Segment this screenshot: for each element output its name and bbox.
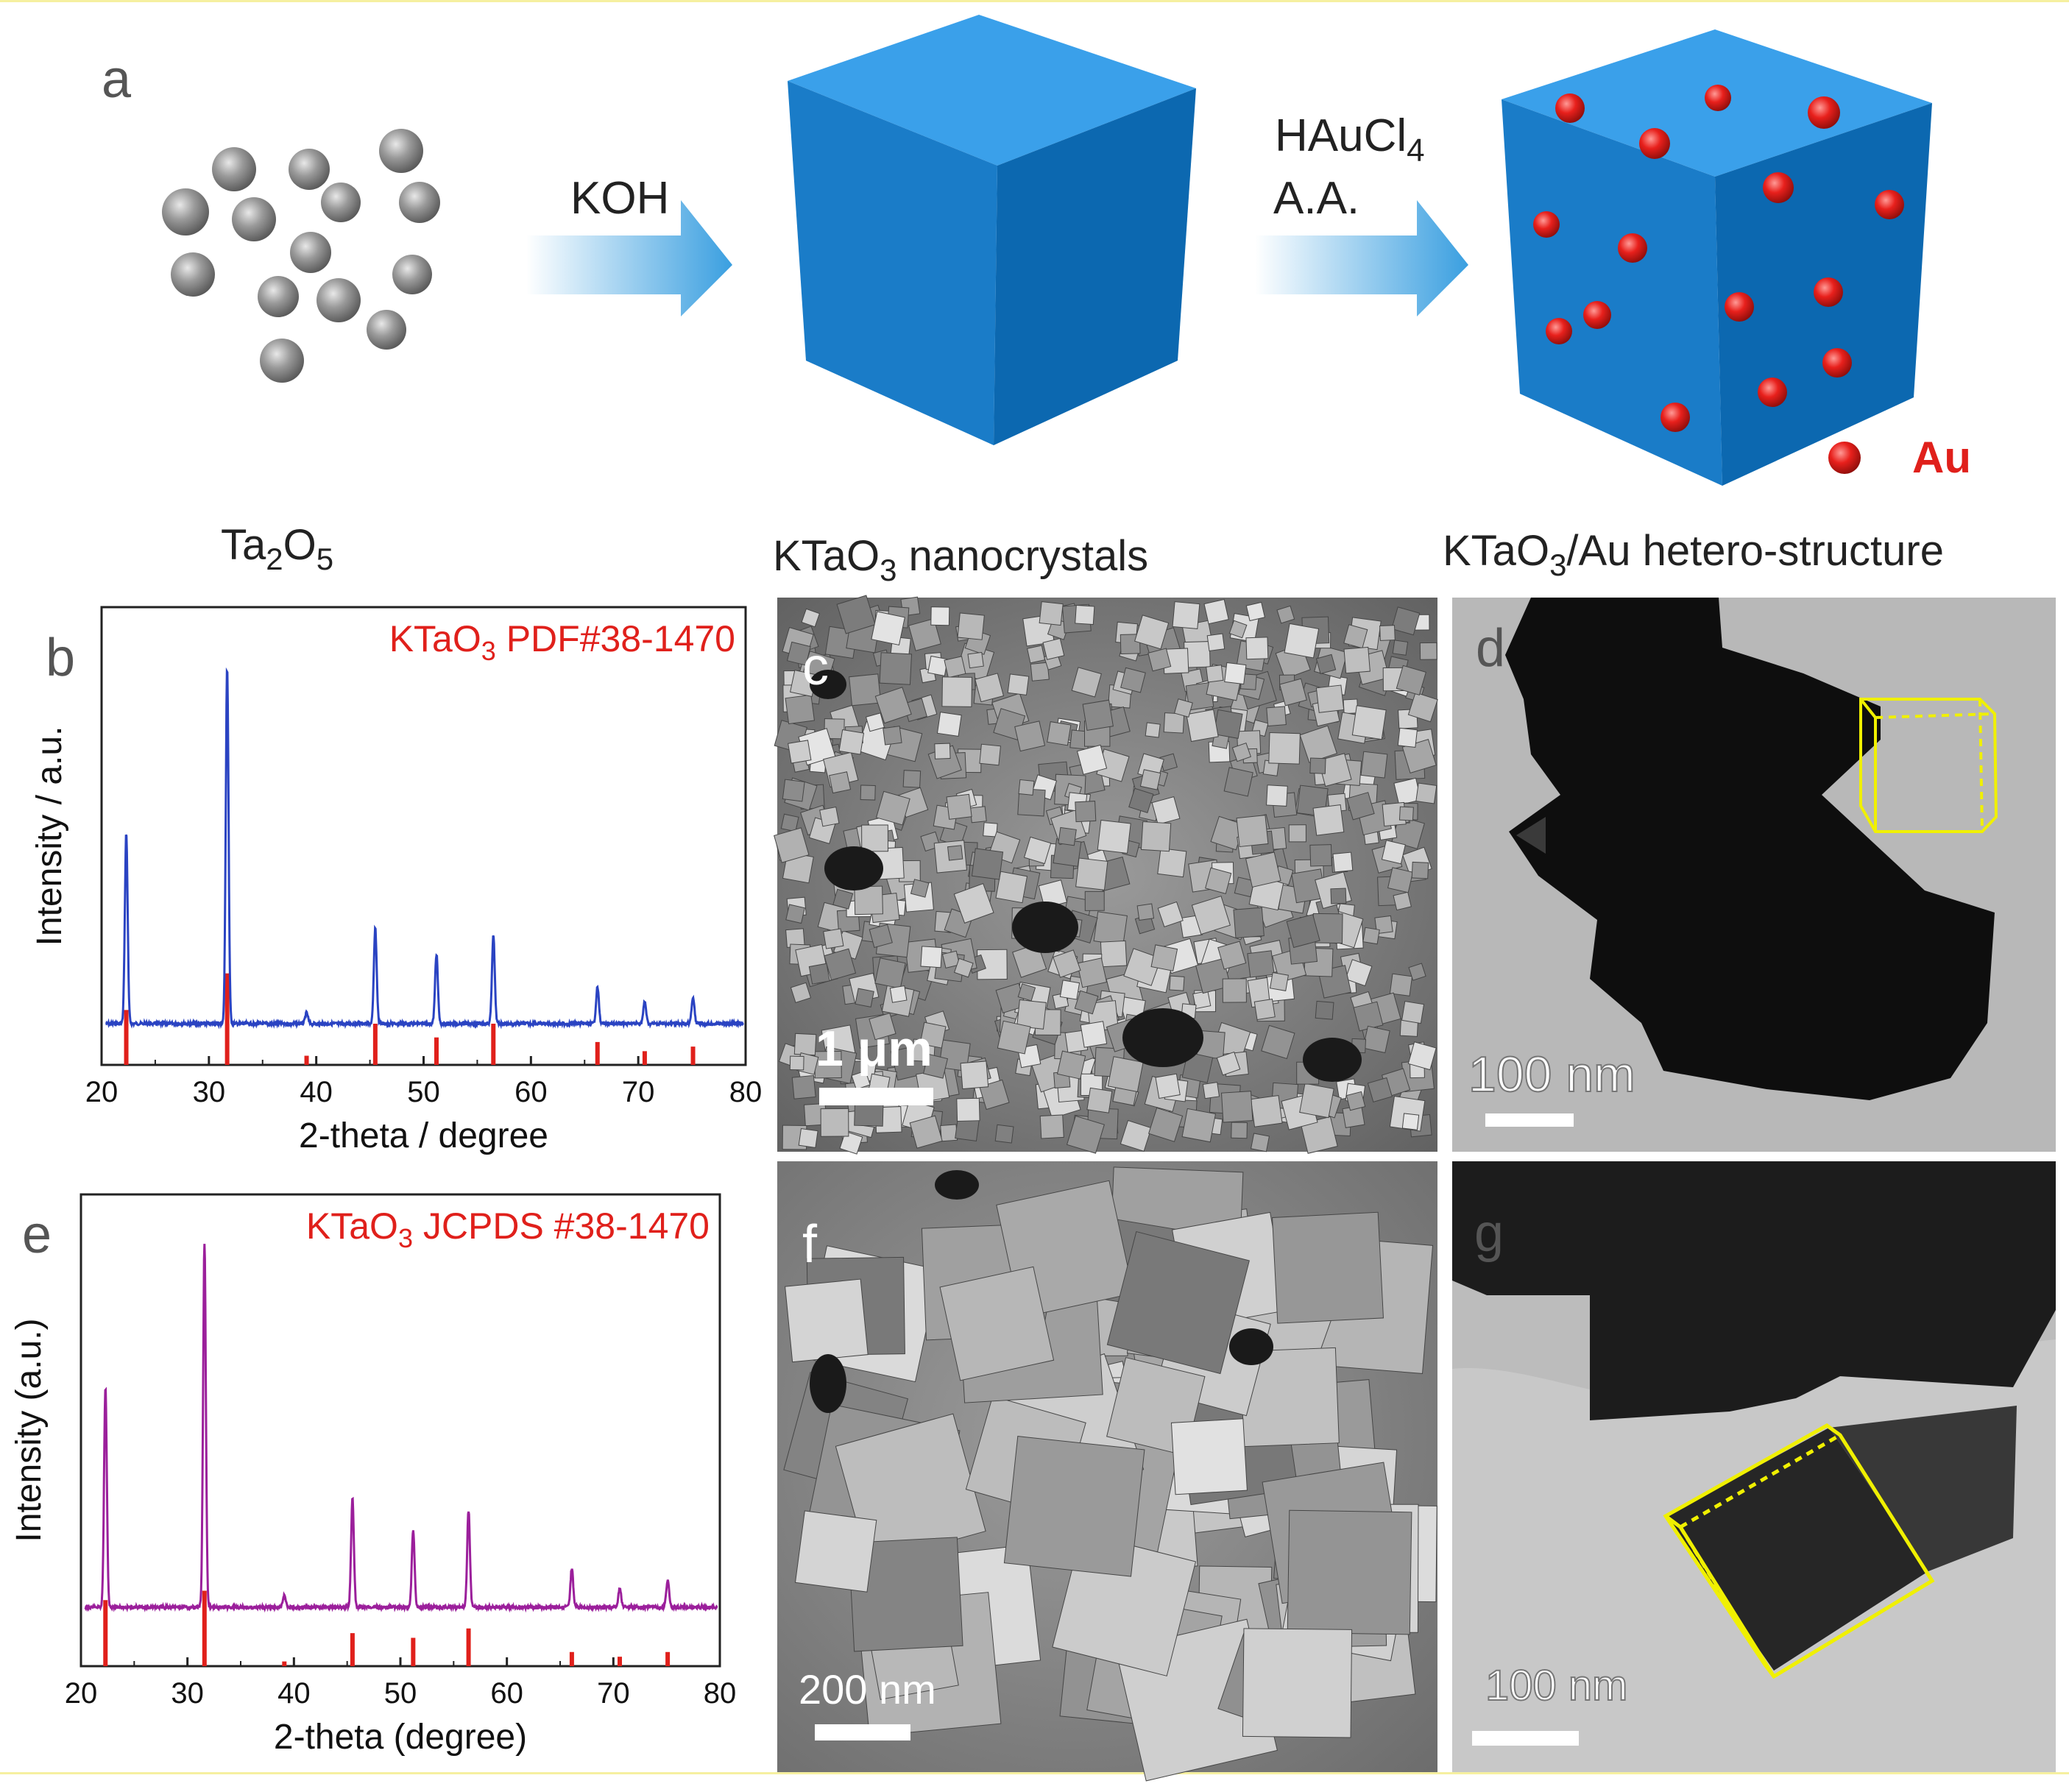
xrd-peak-point: [204, 1243, 205, 1244]
sem-texture-c: [774, 595, 1438, 1155]
panel-label-e: e: [22, 1205, 52, 1264]
caption-hetero-structure: KTaO3/Au hetero-structure: [1443, 527, 1944, 582]
legend-label: KTaO3 PDF#38-1470: [389, 618, 735, 666]
x-tick-label: 30: [193, 1076, 226, 1108]
panel-label-f: f: [802, 1215, 818, 1274]
xrd-peak-point: [597, 986, 598, 988]
x-tick-label: 50: [407, 1076, 440, 1108]
xrd-peak-point: [693, 997, 694, 999]
x-tick-label: 40: [300, 1076, 333, 1108]
ktao3-cube: [788, 15, 1196, 445]
x-tick-label: 40: [277, 1677, 311, 1710]
xrd-peak-point: [667, 1579, 668, 1581]
caption-ktao3-nanocrystals: KTaO3 nanocrystals: [773, 532, 1148, 587]
xrd-peak-point: [227, 667, 228, 669]
xrd-peak-point: [619, 1587, 620, 1589]
caption-ta2o5: Ta2O5: [221, 521, 333, 576]
tem-image-d: d 100 nm: [1452, 598, 2056, 1152]
reagent-koh: KOH: [570, 173, 669, 224]
x-tick-label: 20: [85, 1076, 119, 1108]
panel-label-a: a: [102, 50, 132, 109]
x-tick-label: 50: [384, 1677, 417, 1710]
xrd-peak-point: [412, 1529, 414, 1531]
xrd-peak-point: [105, 1386, 106, 1387]
sem-image-c: c 1 μm: [774, 595, 1438, 1155]
scale-bar-d: [1485, 1113, 1574, 1127]
reagent-aa: A.A.: [1273, 173, 1359, 224]
xrd-pattern-line: [84, 1244, 718, 1613]
panel-label-d: d: [1476, 619, 1505, 678]
scale-label-d: 100 nm: [1468, 1046, 1635, 1102]
xrd-peak-point: [306, 1012, 308, 1013]
panel-label-g: g: [1474, 1204, 1504, 1263]
sem-image-f: f 200 nm: [777, 1161, 1437, 1782]
scale-bar-c: [819, 1088, 933, 1105]
xrd-chart-b: 20 30 40 50 60 70 80 2-theta / degree Intensity …: [30, 606, 763, 1155]
scale-label-g: 100 nm: [1485, 1662, 1627, 1710]
xrd-peak-point: [375, 928, 376, 929]
au-nanoparticles: [1533, 85, 1904, 432]
panel-label-b: b: [46, 628, 75, 687]
x-tick-label: 60: [514, 1076, 548, 1108]
tem-image-g: g 100 nm: [1452, 1161, 2056, 1772]
x-tick-label: 60: [490, 1677, 523, 1710]
scale-label-c: 1 μm: [816, 1021, 933, 1077]
sem-texture-f: [783, 1166, 1437, 1782]
xrd-pattern-line: [105, 667, 744, 1030]
y-axis-label: Intensity (a.u.): [10, 1318, 49, 1542]
au-legend-dot: [1828, 442, 1861, 474]
x-tick-label: 70: [597, 1677, 630, 1710]
ktao3-au-cube: [1502, 29, 1932, 486]
plot-frame: [100, 606, 747, 1066]
x-tick-label: 80: [729, 1076, 763, 1108]
top-border: [0, 0, 2069, 2]
xrd-peak-point: [644, 1001, 646, 1002]
xrd-peak-point: [283, 1595, 285, 1596]
x-tick-label: 70: [622, 1076, 655, 1108]
cube-overlay-d: [1859, 698, 1998, 833]
x-axis-label: 2-theta / degree: [299, 1116, 548, 1155]
x-tick-label: 80: [704, 1677, 737, 1710]
cube-overlay-g: [1663, 1423, 1935, 1679]
xrd-peak-point: [571, 1568, 573, 1569]
au-legend-label: Au: [1912, 433, 1971, 482]
legend-label: KTaO3 JCPDS #38-1470: [306, 1205, 710, 1253]
arrow-1: [526, 200, 732, 316]
x-tick-label: 20: [65, 1677, 98, 1710]
ta2o5-precursor-spheres: [162, 129, 440, 383]
xrd-peak-point: [126, 832, 127, 834]
scale-bar-f: [815, 1724, 910, 1740]
xrd-chart-e: 20 30 40 50 60 70 80 2-theta (degree) Intensity …: [10, 1193, 737, 1757]
xrd-peak-point: [468, 1509, 470, 1511]
xrd-peak-point: [492, 935, 494, 937]
scale-bar-g: [1472, 1731, 1579, 1746]
y-axis-label: Intensity / a.u.: [30, 726, 69, 946]
arrow-2: [1255, 200, 1468, 316]
reagent-haucl4: HAuCl4: [1275, 110, 1425, 169]
plot-frame: [79, 1193, 721, 1668]
x-axis-label: 2-theta (degree): [274, 1718, 527, 1757]
xrd-peak-point: [436, 953, 437, 955]
x-tick-label: 30: [171, 1677, 204, 1710]
bottom-border: [0, 1772, 2069, 1774]
panel-label-c: c: [802, 637, 829, 696]
scale-label-f: 200 nm: [799, 1666, 936, 1713]
xrd-peak-point: [352, 1498, 353, 1500]
